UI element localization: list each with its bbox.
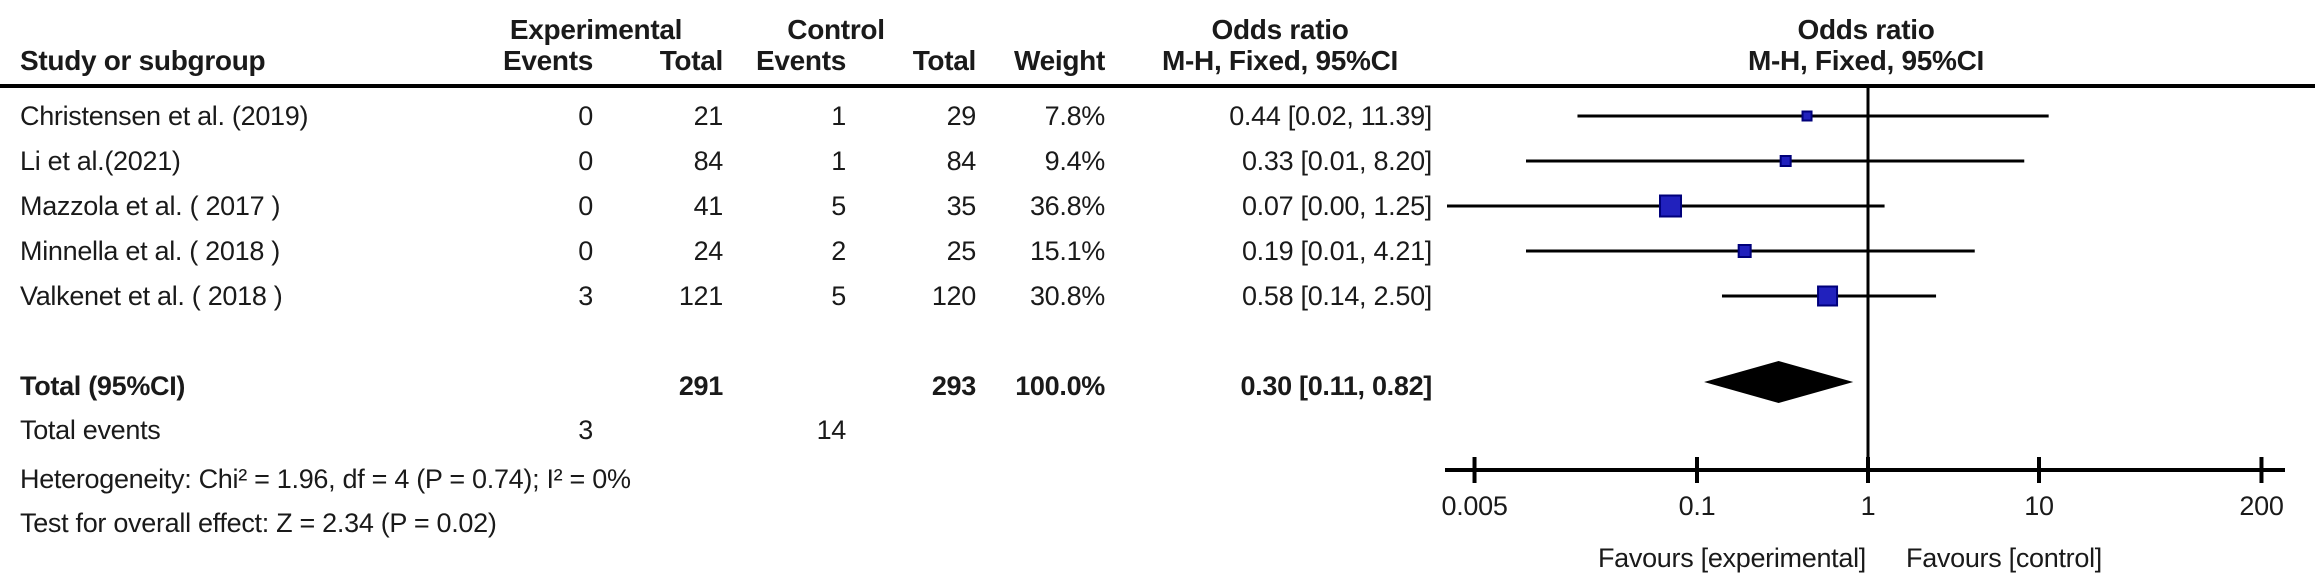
odds-ratio-plot-subtitle: M-H, Fixed, 95%CI [1747,45,1985,76]
axis-tick-label: 0.1 [1678,491,1716,521]
column-study: Study or subgroup [20,45,266,76]
total-events-control: 14 [816,415,847,445]
study-ctrl-events: 5 [831,191,846,221]
study-exp-events: 0 [578,191,593,221]
total-exp-total: 291 [678,371,723,401]
effect-marker [1659,194,1683,218]
study-exp-total: 24 [693,236,724,266]
study-ctrl-events: 5 [831,281,846,311]
study-exp-total: 41 [693,191,724,221]
study-ctrl-total: 84 [946,146,977,176]
effect-marker [1801,110,1813,122]
study-name: Christensen et al. (2019) [20,101,309,131]
effect-marker [1779,155,1792,167]
study-ctrl-total: 35 [946,191,977,221]
study-weight: 15.1% [1029,236,1105,266]
study-ctrl-total: 25 [946,236,977,266]
odds-ratio-column-subtitle: M-H, Fixed, 95%CI [1161,45,1399,76]
study-ctrl-total: 29 [946,101,977,131]
column-group-control: Control [787,14,885,45]
study-name: Li et al.(2021) [20,146,181,176]
overall-effect-stats: Test for overall effect: Z = 2.34 (P = 0… [20,508,497,538]
total-events-experimental: 3 [578,415,593,445]
heterogeneity-stats: Heterogeneity: Chi² = 1.96, df = 4 (P = … [20,464,631,494]
column-exp-total: Total [659,45,724,76]
total-events-label: Total events [20,415,161,445]
study-ctrl-events: 2 [831,236,846,266]
column-ctrl-total: Total [912,45,977,76]
study-or-ci: 0.33 [0.01, 8.20] [1241,146,1432,176]
study-weight: 7.8% [1044,101,1106,131]
study-or-ci: 0.44 [0.02, 11.39] [1229,101,1432,131]
summary-diamond [1704,361,1854,403]
effect-marker [1737,244,1752,258]
total-or-ci: 0.30 [0.11, 0.82] [1240,371,1432,401]
axis-tick-label: 10 [2024,491,2054,521]
study-ctrl-events: 1 [831,101,846,131]
study-or-ci: 0.58 [0.14, 2.50] [1241,281,1432,311]
study-ctrl-events: 1 [831,146,846,176]
study-weight: 9.4% [1044,146,1106,176]
effect-marker [1817,285,1839,307]
header-separator-line [0,84,2315,88]
column-ctrl-events: Events [755,45,846,76]
column-weight: Weight [1013,45,1105,76]
study-exp-total: 121 [678,281,723,311]
total-weight: 100.0% [1015,371,1105,401]
total-ctrl-total: 293 [931,371,976,401]
study-exp-events: 0 [578,236,593,266]
study-exp-events: 0 [578,101,593,131]
study-exp-total: 21 [693,101,724,131]
study-weight: 30.8% [1029,281,1105,311]
odds-ratio-column-title: Odds ratio [1211,14,1349,45]
study-or-ci: 0.07 [0.00, 1.25] [1241,191,1432,221]
study-exp-events: 3 [578,281,593,311]
study-exp-events: 0 [578,146,593,176]
study-ctrl-total: 120 [931,281,976,311]
odds-ratio-plot-title: Odds ratio [1797,14,1935,45]
study-name: Mazzola et al. ( 2017 ) [20,191,281,221]
total-row-label: Total (95%CI) [20,371,186,401]
study-name: Minnella et al. ( 2018 ) [20,236,280,266]
study-exp-total: 84 [693,146,724,176]
axis-tick-label: 1 [1860,491,1876,521]
favours-control-label: Favours [control] [1906,543,2102,573]
axis-tick-label: 200 [2239,491,2284,521]
study-weight: 36.8% [1029,191,1105,221]
axis-tick-label: 0.005 [1441,491,1508,521]
favours-experimental-label: Favours [experimental] [1597,543,1866,573]
column-group-experimental: Experimental [509,14,683,45]
study-name: Valkenet et al. ( 2018 ) [20,281,283,311]
study-or-ci: 0.19 [0.01, 4.21] [1241,236,1432,266]
column-exp-events: Events [502,45,593,76]
